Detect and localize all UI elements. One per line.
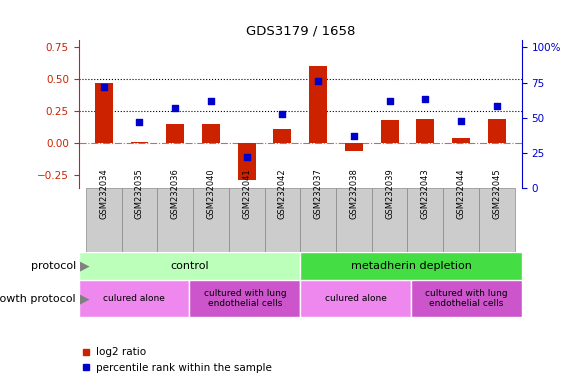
Bar — [443, 188, 479, 252]
Bar — [309, 66, 327, 143]
Bar — [488, 119, 505, 143]
Text: protocol: protocol — [30, 261, 76, 271]
Bar — [189, 280, 300, 317]
Point — [421, 96, 430, 103]
Text: culured alone: culured alone — [325, 294, 387, 303]
Bar — [273, 129, 292, 143]
Point — [99, 84, 108, 90]
Point — [206, 98, 216, 104]
Text: GSM232038: GSM232038 — [349, 168, 359, 218]
Point — [170, 105, 180, 111]
Bar — [202, 124, 220, 143]
Point — [456, 118, 466, 124]
Bar — [300, 188, 336, 252]
Text: GSM232036: GSM232036 — [171, 168, 180, 218]
Text: culured alone: culured alone — [103, 294, 165, 303]
Bar — [166, 124, 184, 143]
Bar — [79, 280, 189, 317]
Bar — [300, 280, 411, 317]
Bar — [86, 188, 122, 252]
Bar — [157, 188, 193, 252]
Text: metadherin depletion: metadherin depletion — [350, 261, 472, 271]
Text: GSM232043: GSM232043 — [421, 168, 430, 218]
Bar — [229, 188, 265, 252]
Text: ▶: ▶ — [80, 260, 90, 272]
Bar — [131, 142, 149, 143]
Legend: log2 ratio, percentile rank within the sample: log2 ratio, percentile rank within the s… — [78, 343, 276, 377]
Point — [349, 133, 359, 139]
Text: GSM232045: GSM232045 — [492, 168, 501, 218]
Bar — [372, 188, 408, 252]
Bar — [336, 188, 372, 252]
Bar — [408, 188, 443, 252]
Bar — [381, 120, 399, 143]
Text: GSM232035: GSM232035 — [135, 168, 144, 218]
Bar — [238, 143, 255, 180]
Bar — [79, 252, 300, 280]
Bar — [193, 188, 229, 252]
Point — [314, 78, 323, 84]
Point — [278, 111, 287, 117]
Point — [242, 154, 251, 160]
Text: GSM232042: GSM232042 — [278, 168, 287, 218]
Bar — [411, 280, 522, 317]
Bar — [122, 188, 157, 252]
Text: GSM232037: GSM232037 — [314, 168, 322, 218]
Bar — [95, 83, 113, 143]
Text: cultured with lung
endothelial cells: cultured with lung endothelial cells — [203, 289, 286, 308]
Point — [492, 103, 501, 109]
Text: control: control — [170, 261, 209, 271]
Bar — [479, 188, 515, 252]
Title: GDS3179 / 1658: GDS3179 / 1658 — [245, 25, 355, 38]
Text: GSM232041: GSM232041 — [242, 168, 251, 218]
Text: GSM232034: GSM232034 — [99, 168, 108, 218]
Point — [385, 98, 394, 104]
Bar — [416, 119, 434, 143]
Text: ▶: ▶ — [80, 292, 90, 305]
Bar — [452, 138, 470, 143]
Text: growth protocol: growth protocol — [0, 293, 76, 304]
Bar — [300, 252, 522, 280]
Text: GSM232039: GSM232039 — [385, 168, 394, 218]
Bar — [345, 143, 363, 151]
Text: GSM232044: GSM232044 — [456, 168, 466, 218]
Text: GSM232040: GSM232040 — [206, 168, 215, 218]
Bar — [265, 188, 300, 252]
Text: cultured with lung
endothelial cells: cultured with lung endothelial cells — [425, 289, 508, 308]
Point — [135, 119, 144, 125]
